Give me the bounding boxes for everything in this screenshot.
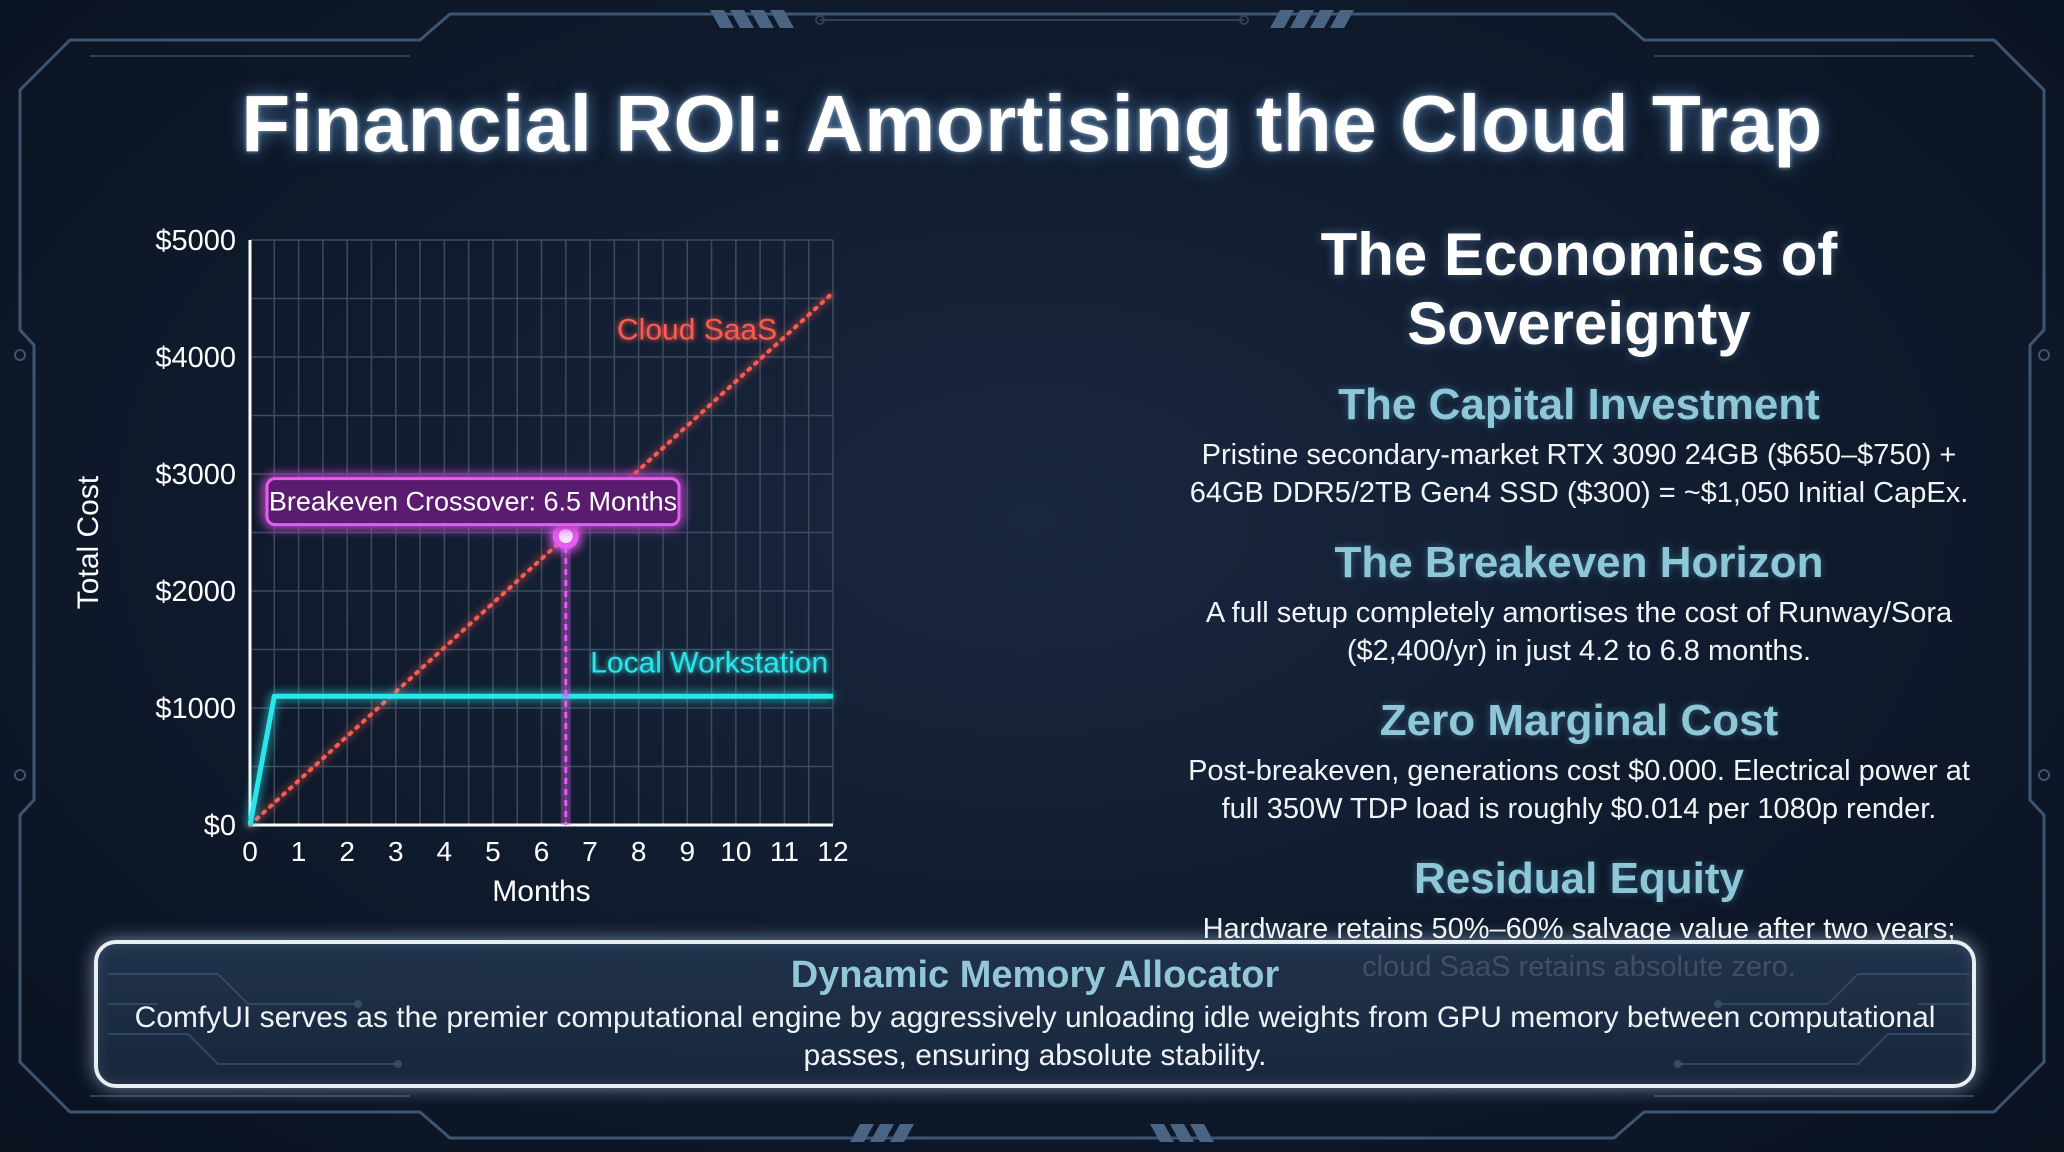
x-tick-label: 12 (817, 836, 848, 867)
x-tick-label: 4 (437, 836, 453, 867)
section-heading: The Capital Investment (1338, 380, 1820, 429)
x-tick-label: 10 (720, 836, 751, 867)
section-zero-marginal-cost: Zero Marginal Cost Post-breakeven, gener… (1170, 696, 1988, 828)
breakeven-label: Breakeven Crossover: 6.5 Months (269, 487, 677, 517)
x-tick-label: 2 (339, 836, 355, 867)
y-tick-label: $3000 (155, 459, 236, 491)
cloud-saas-line (248, 290, 835, 827)
axes (248, 240, 833, 827)
page-title: Financial ROI: Amortising the Cloud Trap (241, 79, 1823, 168)
x-tick-label: 1 (291, 836, 307, 867)
x-tick-label: 3 (388, 836, 404, 867)
banner-body: ComfyUI serves as the premier computatio… (134, 1001, 1936, 1072)
x-axis-title: Months (492, 875, 590, 908)
y-tick-label: $1000 (155, 693, 236, 725)
y-tick-label: $5000 (155, 225, 236, 257)
y-axis-title: Total Cost (72, 475, 105, 609)
section-capital-investment: The Capital Investment Pristine secondar… (1170, 380, 1988, 512)
annotations: Breakeven Crossover: 6.5 Months (265, 477, 681, 825)
banner-heading: Dynamic Memory Allocator (790, 954, 1280, 996)
section-breakeven-horizon: The Breakeven Horizon A full setup compl… (1170, 538, 1988, 670)
cloud-saas-label: Cloud SaaS (617, 313, 777, 346)
x-tick-label: 5 (485, 836, 501, 867)
section-body: A full setup completely amortises the co… (1205, 597, 1953, 667)
y-tick-label: $4000 (155, 342, 236, 374)
section-body: Pristine secondary-market RTX 3090 24GB … (1189, 439, 1969, 509)
section-heading: Zero Marginal Cost (1379, 696, 1779, 745)
memory-allocator-banner: Dynamic Memory Allocator ComfyUI serves … (94, 940, 1976, 1088)
x-tick-label: 0 (242, 836, 258, 867)
x-tick-label: 6 (534, 836, 550, 867)
series (247, 290, 835, 827)
x-tick-label: 9 (679, 836, 695, 867)
y-tick-label: $2000 (155, 576, 236, 608)
x-tick-label: 8 (631, 836, 647, 867)
local-workstation-label: Local Workstation (590, 646, 828, 679)
section-heading: Residual Equity (1413, 854, 1745, 903)
local-workstation-line (247, 693, 833, 826)
breakeven-point-core (558, 529, 573, 544)
section-heading: The Breakeven Horizon (1334, 538, 1824, 587)
economics-panel: The Economics of Sovereignty The Capital… (1170, 220, 1988, 1012)
y-tick-label: $0 (204, 810, 236, 842)
panel-title: The Economics of Sovereignty (1320, 221, 1838, 357)
chart-labels: 0 1 2 3 4 5 6 7 8 9 10 11 12$0$1000$2000$3000$4000$5… (72, 225, 849, 908)
x-tick-label: 7 (582, 836, 598, 867)
section-body: Post-breakeven, generations cost $0.000.… (1188, 755, 1970, 825)
breakeven-label-box (265, 477, 681, 527)
circuit-traces-decoration (108, 973, 1970, 1068)
x-tick-label: 11 (770, 836, 799, 867)
